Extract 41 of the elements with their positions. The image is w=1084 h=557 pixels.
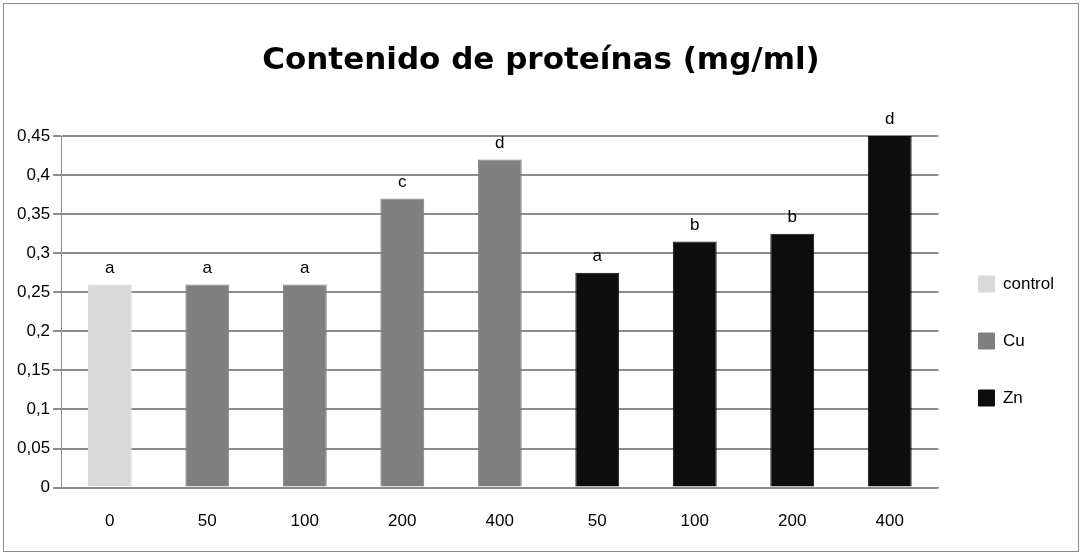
y-tick-label: 0,3: [26, 242, 51, 262]
y-tick-label: 0,4: [26, 164, 51, 184]
legend-label: Zn: [1002, 387, 1023, 407]
data-label: c: [398, 171, 408, 191]
y-tick-label: 0,25: [16, 281, 51, 301]
bar: [87, 284, 132, 487]
data-label: a: [105, 257, 116, 277]
legend-label: Cu: [1002, 330, 1025, 350]
data-label: d: [495, 132, 505, 152]
y-tick-label: 0,2: [26, 321, 51, 341]
x-tick-label: 100: [680, 511, 709, 531]
bar: [672, 241, 717, 487]
y-tick-label: 0,05: [16, 438, 51, 458]
y-tick-label: 0,15: [16, 360, 51, 380]
x-tick-label: 200: [388, 511, 417, 531]
y-tick-label: 0,35: [16, 203, 51, 223]
x-tick-label: 50: [197, 511, 217, 531]
x-tick-label: 0: [105, 511, 115, 531]
bar: [282, 284, 327, 487]
x-tick-label: 400: [875, 511, 904, 531]
data-label: a: [202, 257, 213, 277]
y-tick-label: 0,45: [16, 125, 51, 145]
bar: [380, 198, 425, 487]
y-tick-label: 0: [40, 477, 51, 497]
bar: [770, 233, 815, 487]
x-tick-label: 400: [485, 511, 514, 531]
x-tick-label: 200: [778, 511, 807, 531]
y-tick-label: 0,1: [26, 399, 51, 419]
data-label: a: [592, 245, 603, 265]
x-tick-label: 50: [587, 511, 607, 531]
data-label: d: [885, 109, 895, 129]
data-label: b: [690, 214, 700, 234]
bar: [867, 136, 912, 487]
bar: [575, 272, 620, 487]
x-tick-label: 100: [290, 511, 319, 531]
bar: [477, 159, 522, 487]
legend-label: control: [1002, 273, 1055, 293]
data-label: b: [787, 206, 797, 226]
chart-title: Contenido de proteínas (mg/ml): [261, 40, 821, 76]
bar: [185, 284, 230, 487]
data-label: a: [300, 257, 311, 277]
